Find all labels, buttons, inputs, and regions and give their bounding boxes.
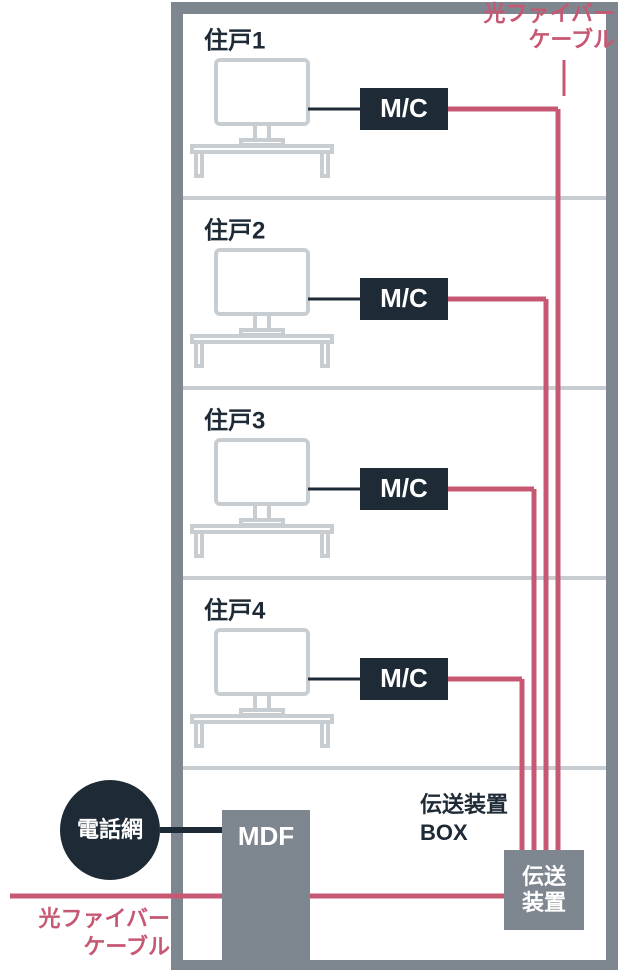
- desk-leg: [196, 532, 202, 556]
- transmit-box-label-1: 伝送装置: [420, 792, 508, 817]
- monitor-base: [241, 710, 283, 715]
- fiber-label-top-1: 光ファイバー: [482, 1, 615, 26]
- transmit-label-2: 装置: [522, 890, 566, 915]
- mc-label: M/C: [380, 283, 428, 313]
- desk-leg: [196, 152, 202, 176]
- unit-label: 住戸3: [204, 406, 265, 434]
- unit-label: 住戸1: [204, 26, 265, 54]
- diagram-canvas: 住戸1M/C住戸2M/C住戸3M/C住戸4M/CMDF電話網伝送装置伝送装置BO…: [0, 0, 630, 970]
- fiber-label-top-2: ケーブル: [528, 27, 615, 52]
- desk-leg: [322, 342, 328, 366]
- monitor-base: [241, 330, 283, 335]
- fiber-label-bottom-2: ケーブル: [83, 934, 170, 959]
- monitor-stand: [255, 694, 269, 710]
- mdf-label: MDF: [238, 821, 294, 851]
- mc-label: M/C: [380, 663, 428, 693]
- monitor-screen: [216, 630, 308, 694]
- monitor-screen: [216, 250, 308, 314]
- fiber-label-bottom-1: 光ファイバー: [37, 906, 170, 931]
- diagram-svg: 住戸1M/C住戸2M/C住戸3M/C住戸4M/CMDF電話網伝送装置伝送装置BO…: [0, 0, 630, 970]
- monitor-screen: [216, 60, 308, 124]
- mc-label: M/C: [380, 473, 428, 503]
- monitor-stand: [255, 124, 269, 140]
- desk-leg: [322, 152, 328, 176]
- desk-leg: [322, 532, 328, 556]
- monitor-stand: [255, 314, 269, 330]
- transmit-box-label-2: BOX: [420, 820, 468, 845]
- monitor-base: [241, 140, 283, 145]
- desk-leg: [196, 342, 202, 366]
- monitor-stand: [255, 504, 269, 520]
- mc-label: M/C: [380, 93, 428, 123]
- monitor-screen: [216, 440, 308, 504]
- monitor-base: [241, 520, 283, 525]
- phone-network-label: 電話網: [77, 817, 143, 842]
- unit-label: 住戸4: [204, 596, 266, 624]
- transmit-label-1: 伝送: [522, 864, 566, 889]
- desk-leg: [196, 722, 202, 746]
- desk-leg: [322, 722, 328, 746]
- unit-label: 住戸2: [204, 216, 265, 244]
